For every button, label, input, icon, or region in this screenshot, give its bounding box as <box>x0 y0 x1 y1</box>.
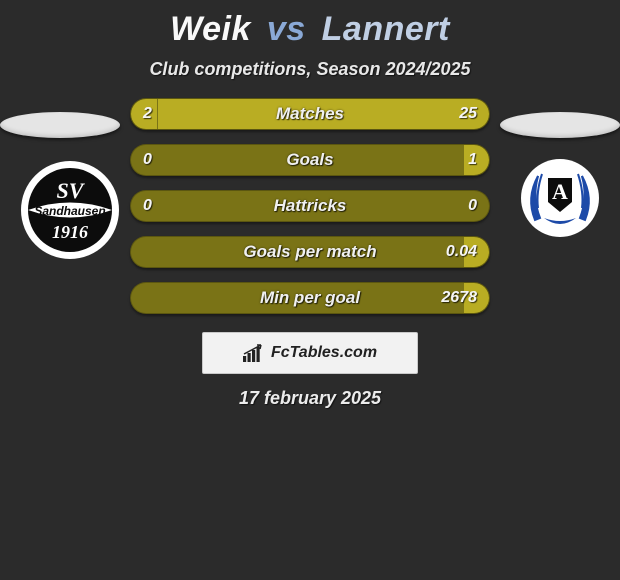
stat-bar: Min per goal2678 <box>130 282 490 314</box>
svg-text:A: A <box>552 179 568 204</box>
sandhausen-badge-icon: SV Sandhausen 1916 <box>20 160 120 260</box>
player1-name: Weik <box>170 10 251 48</box>
stat-value-right: 0 <box>468 191 477 221</box>
stat-label: Goals per match <box>131 237 489 267</box>
svg-text:1916: 1916 <box>52 222 88 242</box>
stat-bar: 2Matches25 <box>130 98 490 130</box>
stat-bar: 0Hattricks0 <box>130 190 490 222</box>
subtitle: Club competitions, Season 2024/2025 <box>0 59 620 80</box>
player1-oval <box>0 112 120 138</box>
player2-name: Lannert <box>322 10 450 48</box>
brand-box: FcTables.com <box>202 332 418 374</box>
stat-bar: 0Goals1 <box>130 144 490 176</box>
stat-value-right: 25 <box>459 99 477 129</box>
stat-value-right: 1 <box>468 145 477 175</box>
stat-value-right: 0.04 <box>446 237 477 267</box>
vs-text: vs <box>267 10 306 48</box>
content-area: SV Sandhausen 1916 <box>0 98 620 409</box>
stat-bar: Goals per match0.04 <box>130 236 490 268</box>
stat-label: Matches <box>131 99 489 129</box>
stat-label: Hattricks <box>131 191 489 221</box>
svg-text:Sandhausen: Sandhausen <box>34 204 105 218</box>
stat-label: Min per goal <box>131 283 489 313</box>
brand-text: FcTables.com <box>271 344 377 362</box>
svg-text:SV: SV <box>57 178 86 203</box>
arminia-badge-icon: A <box>520 158 600 238</box>
comparison-infographic: Weik vs Lannert Club competitions, Seaso… <box>0 0 620 580</box>
page-title: Weik vs Lannert <box>0 0 620 49</box>
player2-oval <box>500 112 620 138</box>
stat-value-right: 2678 <box>441 283 477 313</box>
date-text: 17 february 2025 <box>0 388 620 409</box>
stat-bars: 2Matches250Goals10Hattricks0Goals per ma… <box>130 98 490 314</box>
bar-chart-arrow-icon <box>243 344 265 362</box>
stat-label: Goals <box>131 145 489 175</box>
